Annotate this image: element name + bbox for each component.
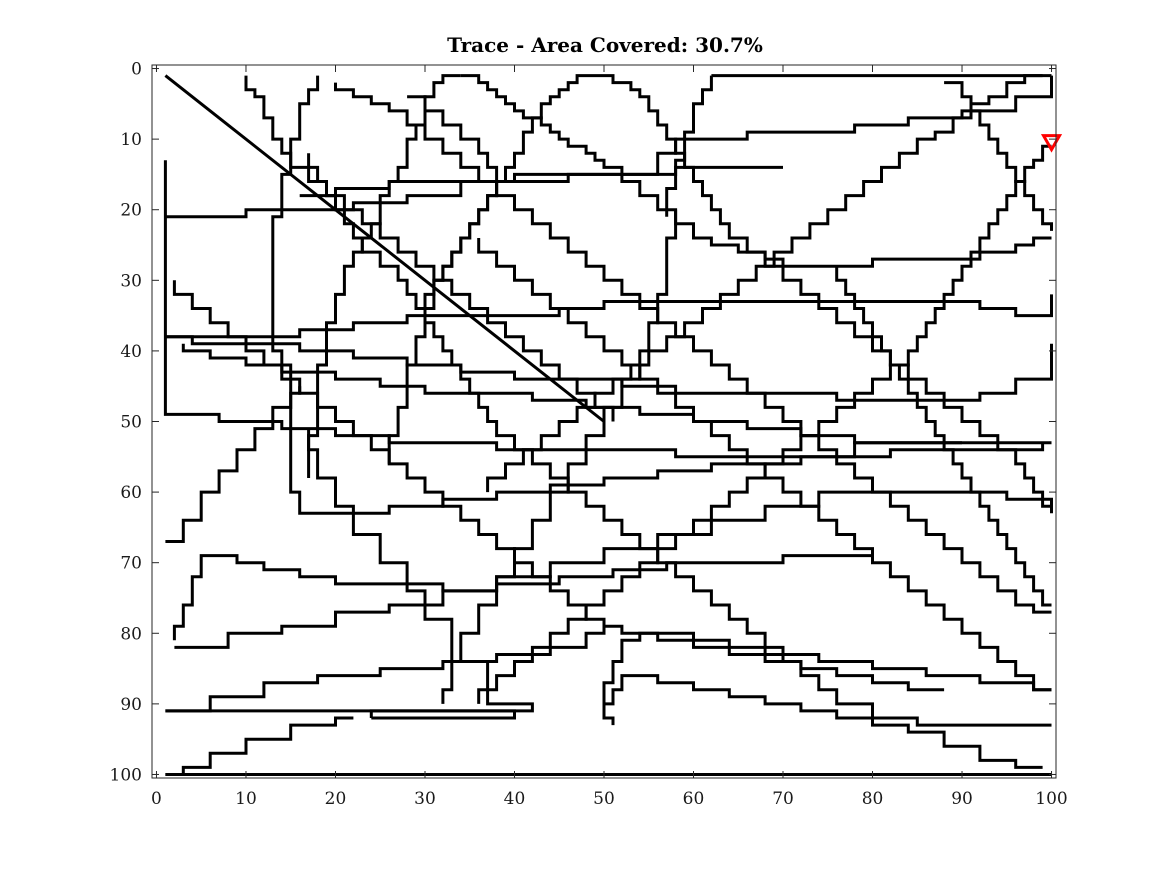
axis-ticks: 0 10 20 30 40 50 60 70 80 90 100 0 10 20 30 40 50 60 70 80 9… [110, 60, 1068, 809]
trace-path-26 [299, 137, 685, 198]
x-tick-label: 10 [235, 789, 257, 809]
y-tick-label: 50 [120, 413, 142, 433]
trace-path-12 [165, 294, 1053, 339]
trace-path-1 [164, 74, 605, 423]
x-tick-label: 80 [862, 789, 884, 809]
trace-path-31 [334, 82, 1052, 614]
chart-title: Trace - Area Covered: 30.7% [447, 33, 763, 57]
trace-path-15 [271, 75, 962, 515]
trace-path-22 [441, 209, 678, 704]
x-tick-label: 0 [151, 789, 162, 809]
y-tick-label: 70 [120, 554, 142, 574]
trace-path-29 [477, 144, 1052, 704]
x-tick-label: 60 [683, 789, 705, 809]
trace-path-30 [477, 238, 1052, 692]
x-tick-label: 100 [1035, 789, 1067, 809]
y-tick-label: 20 [120, 201, 142, 221]
y-tick-label: 10 [120, 130, 142, 150]
y-tick-label: 0 [131, 60, 142, 80]
trace-path-6 [165, 626, 606, 713]
y-tick-label: 60 [120, 483, 142, 503]
x-tick-label: 40 [504, 789, 526, 809]
y-tick-label: 100 [110, 765, 142, 785]
trace-path-27 [486, 74, 1043, 493]
x-tick-label: 30 [414, 789, 436, 809]
y-tick-label: 40 [120, 342, 142, 362]
x-tick-label: 50 [593, 789, 615, 809]
trace-path-14 [244, 75, 615, 422]
trace-path-34 [602, 631, 1052, 726]
trace-path-8 [165, 386, 302, 543]
trace-path-21 [595, 74, 1053, 514]
trace-path-18 [307, 74, 461, 478]
trace-path-9 [172, 554, 873, 641]
trace-lines [163, 74, 1053, 776]
trace-path-5 [165, 716, 354, 776]
x-tick-label: 90 [951, 789, 973, 809]
trace-path-36 [181, 343, 1052, 445]
y-tick-label: 30 [120, 271, 142, 291]
trace-path-10 [163, 160, 1045, 459]
y-tick-label: 90 [120, 695, 142, 715]
trace-path-4 [369, 709, 516, 720]
trace-path-28 [944, 81, 1053, 231]
x-tick-label: 70 [772, 789, 794, 809]
trace-path-25 [684, 75, 1053, 141]
y-tick-label: 80 [120, 624, 142, 644]
trace-path-32 [835, 266, 1052, 607]
trace-path-35 [602, 674, 1043, 769]
trace-path-11 [165, 165, 783, 219]
x-tick-label: 20 [325, 789, 347, 809]
